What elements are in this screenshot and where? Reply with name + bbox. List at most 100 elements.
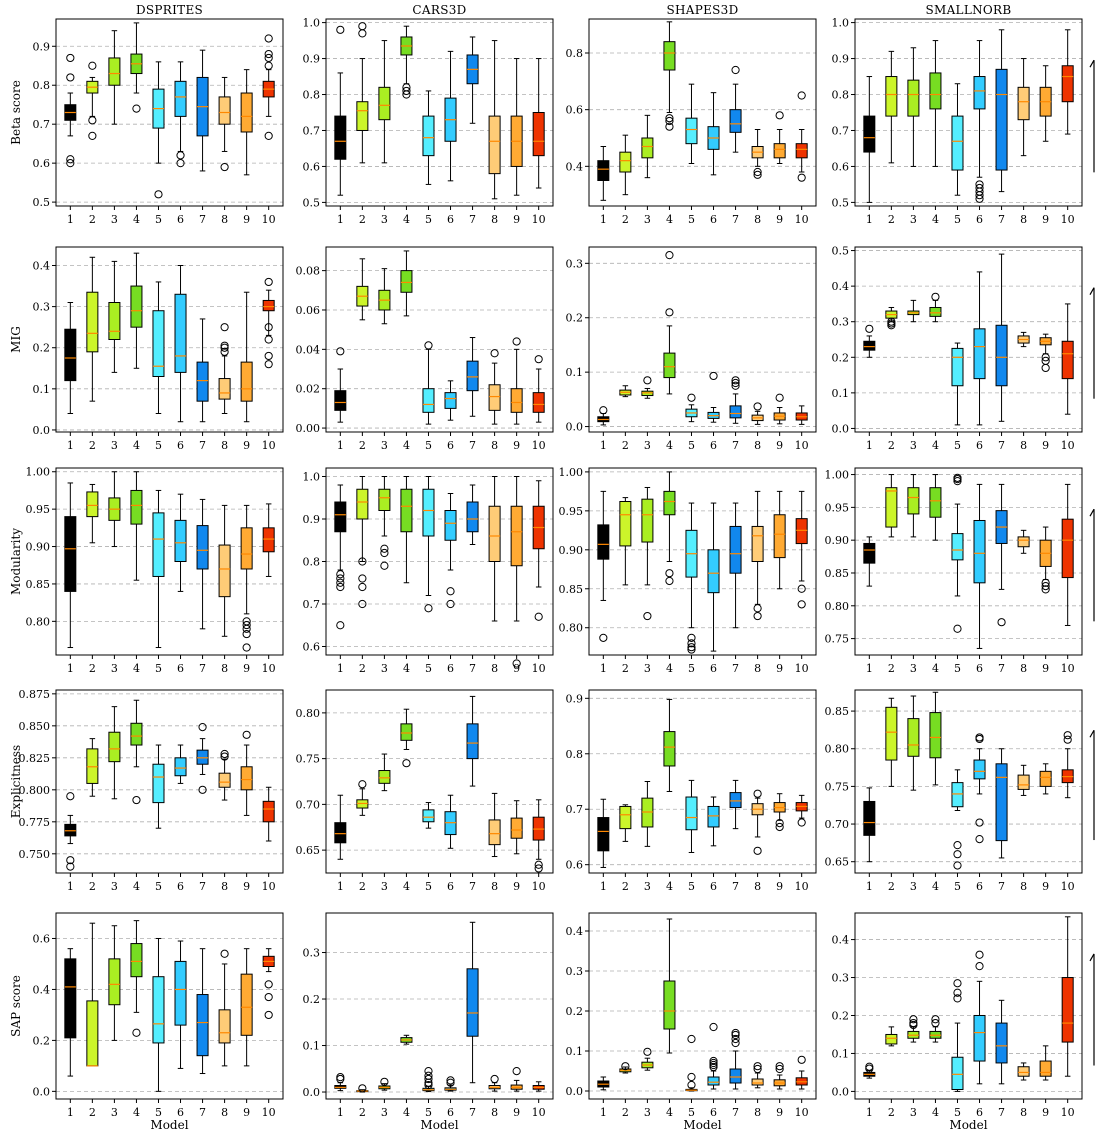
panel-2-1: 0.6 0.7 0.8 0.9 1.0 1 2 3 4 5 6 7 8 9 10 (303, 467, 554, 675)
outlier-point (220, 949, 229, 958)
box-iqr (488, 819, 501, 846)
xtick-label: 9 (243, 213, 250, 226)
box-iqr (108, 57, 121, 86)
outlier-point (242, 730, 251, 739)
box-model-4 (130, 252, 143, 369)
box-model-6 (973, 40, 986, 203)
outlier-point (643, 1047, 652, 1056)
outlier-point (797, 1055, 806, 1064)
xtick-label: 3 (644, 213, 651, 226)
ytick-label: 0.2 (33, 342, 51, 355)
xtick-label: 7 (199, 1106, 206, 1119)
box-model-1 (597, 490, 610, 642)
ytick-label: 0.2 (832, 1009, 850, 1022)
ytick-label: 0.80 (825, 743, 850, 756)
xtick-label: 2 (622, 1106, 629, 1119)
outlier-point (931, 292, 940, 301)
axes-frame (854, 912, 1083, 1100)
box-model-6 (444, 50, 457, 182)
xtick-label: 4 (666, 1106, 673, 1119)
box-model-9 (240, 948, 253, 1067)
outlier-point (512, 659, 521, 668)
direction-arrowhead (1089, 729, 1095, 738)
box-iqr (951, 347, 964, 387)
box-iqr (641, 137, 654, 159)
xtick-label: 9 (776, 439, 783, 452)
outlier-point (731, 65, 740, 75)
box-model-9 (240, 730, 253, 816)
xtick-label: 1 (866, 439, 873, 452)
ytick-label: 0.6 (33, 932, 51, 945)
panel-0-0: 0.5 0.6 0.7 0.8 0.9 1 2 3 4 5 6 7 8 9 10 Beta score (9, 18, 284, 226)
box-model-7 (196, 948, 209, 1075)
outlier-point (753, 1064, 762, 1074)
xtick-label: 8 (221, 439, 228, 452)
outlier-point (775, 111, 784, 120)
outlier-point (264, 53, 273, 63)
outlier-point (775, 393, 784, 402)
box-iqr (174, 519, 187, 562)
ytick-label: 0.0 (303, 1086, 321, 1099)
box-iqr (597, 817, 610, 852)
outlier-point (88, 116, 97, 125)
box-iqr (488, 384, 501, 411)
axes-frame (854, 467, 1083, 656)
outlier-point (264, 335, 273, 344)
xtick-label: 8 (491, 439, 498, 452)
box-iqr (240, 361, 253, 402)
ytick-label: 0.95 (26, 503, 51, 516)
box-iqr (218, 772, 231, 788)
box-iqr (729, 525, 742, 574)
box-model-9 (773, 1062, 786, 1090)
ytick-label: 0.8 (566, 748, 584, 761)
box-model-4 (400, 250, 413, 317)
xtick-label: 9 (776, 880, 783, 893)
outlier-point (358, 557, 367, 566)
box-iqr (466, 501, 479, 533)
xtick-label: 1 (600, 439, 607, 452)
box-model-2 (356, 1084, 369, 1093)
ytick-label: 0.4 (832, 280, 850, 293)
ytick-label: 0.85 (559, 583, 584, 596)
xtick-label: 9 (1042, 662, 1049, 675)
xtick-label: 6 (710, 1106, 717, 1119)
box-iqr (488, 115, 501, 175)
ytick-label: 0.75 (825, 780, 850, 793)
outlier-point (264, 1010, 273, 1020)
ytick-label: 0.80 (26, 615, 51, 628)
outlier-point (1063, 735, 1072, 744)
panel-2-2: 0.80 0.85 0.90 0.95 1.00 1 2 3 4 5 6 7 8 9 10 (559, 466, 817, 675)
box-model-6 (174, 940, 187, 1069)
box-model-5 (152, 61, 165, 199)
outlier-point (446, 1076, 455, 1085)
box-model-7 (729, 376, 742, 424)
box-model-10 (795, 490, 808, 609)
box-model-7 (729, 502, 742, 629)
box-model-1 (64, 302, 77, 414)
box-iqr (444, 510, 457, 541)
box-iqr (995, 1022, 1008, 1064)
box-model-9 (510, 1067, 523, 1092)
box-iqr (597, 160, 610, 182)
box-iqr (1061, 340, 1074, 380)
box-iqr (466, 968, 479, 1037)
outlier-point (336, 582, 345, 592)
box-iqr (973, 519, 986, 584)
box-model-7 (995, 483, 1008, 627)
box-iqr (466, 360, 479, 392)
box-iqr (488, 505, 501, 562)
xtick-label: 7 (732, 439, 739, 452)
box-model-7 (729, 1028, 742, 1090)
xtick-label: 3 (644, 439, 651, 452)
ytick-label: 0.8 (832, 89, 850, 102)
box-iqr (773, 514, 786, 559)
box-model-3 (108, 260, 121, 373)
outlier-point (336, 1073, 345, 1082)
ytick-label: 0.6 (303, 160, 321, 173)
box-model-4 (663, 471, 676, 586)
outlier-point (797, 584, 806, 593)
box-iqr (929, 487, 942, 518)
box-iqr (663, 41, 676, 71)
outlier-point (709, 1058, 718, 1068)
